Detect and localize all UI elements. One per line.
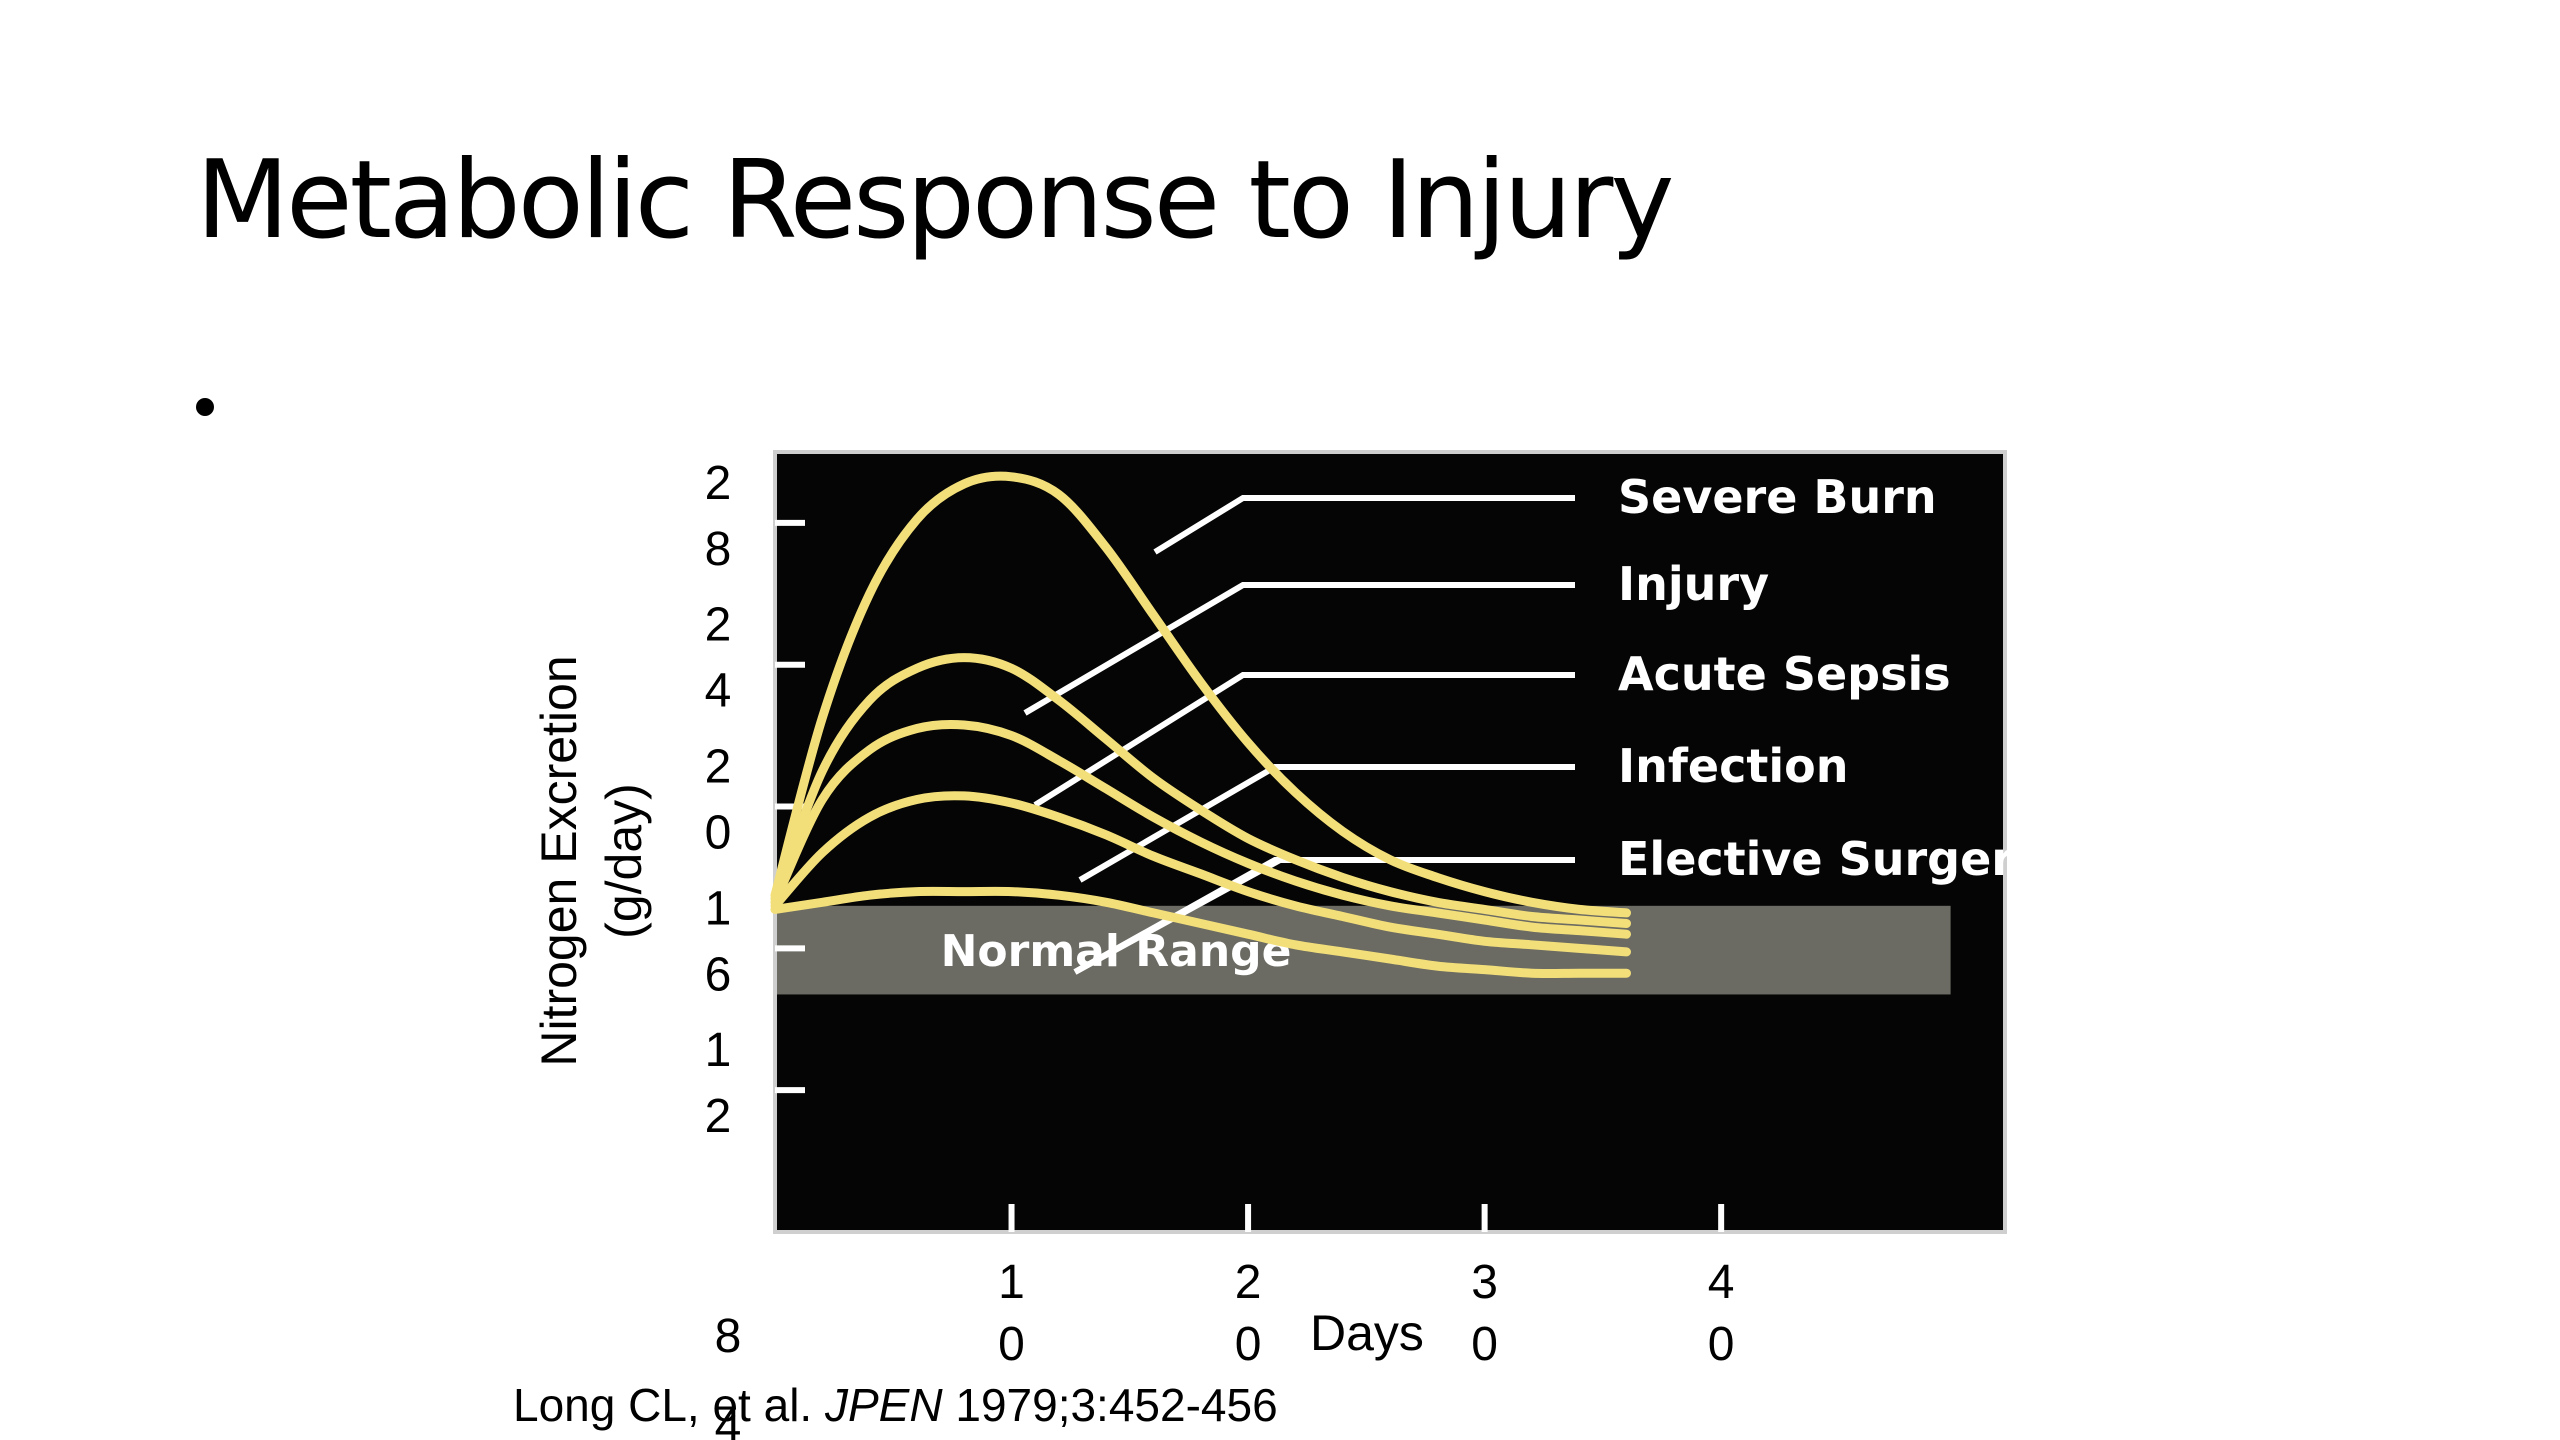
leader-line: [1023, 582, 1575, 716]
y-tick-label: 1: [705, 882, 732, 935]
legend: Severe Burn Injury Acute Sepsis Infection El…: [1618, 470, 2044, 886]
tick-marks: [775, 519, 1725, 1232]
y-tick-label: 2: [705, 741, 732, 794]
x-tick-label: 0: [998, 1318, 1025, 1371]
y-tick-label: 8: [705, 523, 732, 576]
x-tick-label: 0: [1471, 1318, 1498, 1371]
citation-journal: JPEN: [824, 1379, 943, 1431]
leader-line: [1153, 495, 1575, 555]
curve-3: [770, 719, 1631, 939]
legend-label: Infection: [1618, 739, 1848, 793]
curve-2: [770, 653, 1631, 928]
citation-authors: Long CL, et al.: [513, 1379, 825, 1431]
curve-4: [770, 791, 1631, 957]
slide-title: Metabolic Response to Injury: [196, 138, 1674, 263]
y-tick-labels: 1 2 1 6 2 0 2 4 2 8: [705, 457, 732, 1143]
y-tick-label: 2: [705, 457, 732, 510]
legend-label: Acute Sepsis: [1618, 647, 1951, 701]
y-tick-label: 2: [705, 599, 732, 652]
y-tick-label: 1: [705, 1024, 732, 1077]
citation-details: 1979;3:452-456: [942, 1379, 1278, 1431]
y-axis-label-line-2: (g/day): [596, 783, 652, 939]
curve-1: [770, 471, 1631, 918]
leader-line: [1033, 672, 1575, 808]
x-tick-label: 0: [1235, 1318, 1262, 1371]
curve-5: [770, 886, 1631, 978]
x-tick-labels: 1 0 2 0 3 0 4 0 8 4: [715, 1256, 1735, 1440]
bullet-marker: [196, 398, 214, 416]
y-tick-label: 6: [705, 948, 732, 1001]
citation: Long CL, et al. JPEN 1979;3:452-456: [513, 1378, 1278, 1432]
y-axis-label-line-1: Nitrogen Excretion: [531, 655, 587, 1066]
curves: [770, 471, 1631, 978]
x-tick-label: 2: [1235, 1256, 1262, 1309]
y-tick-label: 4: [705, 665, 732, 718]
x-tick-label: 1: [998, 1256, 1025, 1309]
legend-label: Injury: [1618, 557, 1769, 611]
legend-label: Severe Burn: [1618, 470, 1937, 524]
x-tick-label: 4: [1708, 1256, 1735, 1309]
x-origin-label: 8: [715, 1310, 742, 1363]
x-origin-label: 4: [715, 1400, 742, 1440]
x-tick-label: 0: [1708, 1318, 1735, 1371]
y-tick-label: 0: [705, 807, 732, 860]
legend-label: Elective Surgery: [1618, 832, 2044, 886]
x-tick-label: 3: [1471, 1256, 1498, 1309]
x-axis-label: Days: [1310, 1305, 1424, 1361]
y-tick-label: 2: [705, 1090, 732, 1143]
